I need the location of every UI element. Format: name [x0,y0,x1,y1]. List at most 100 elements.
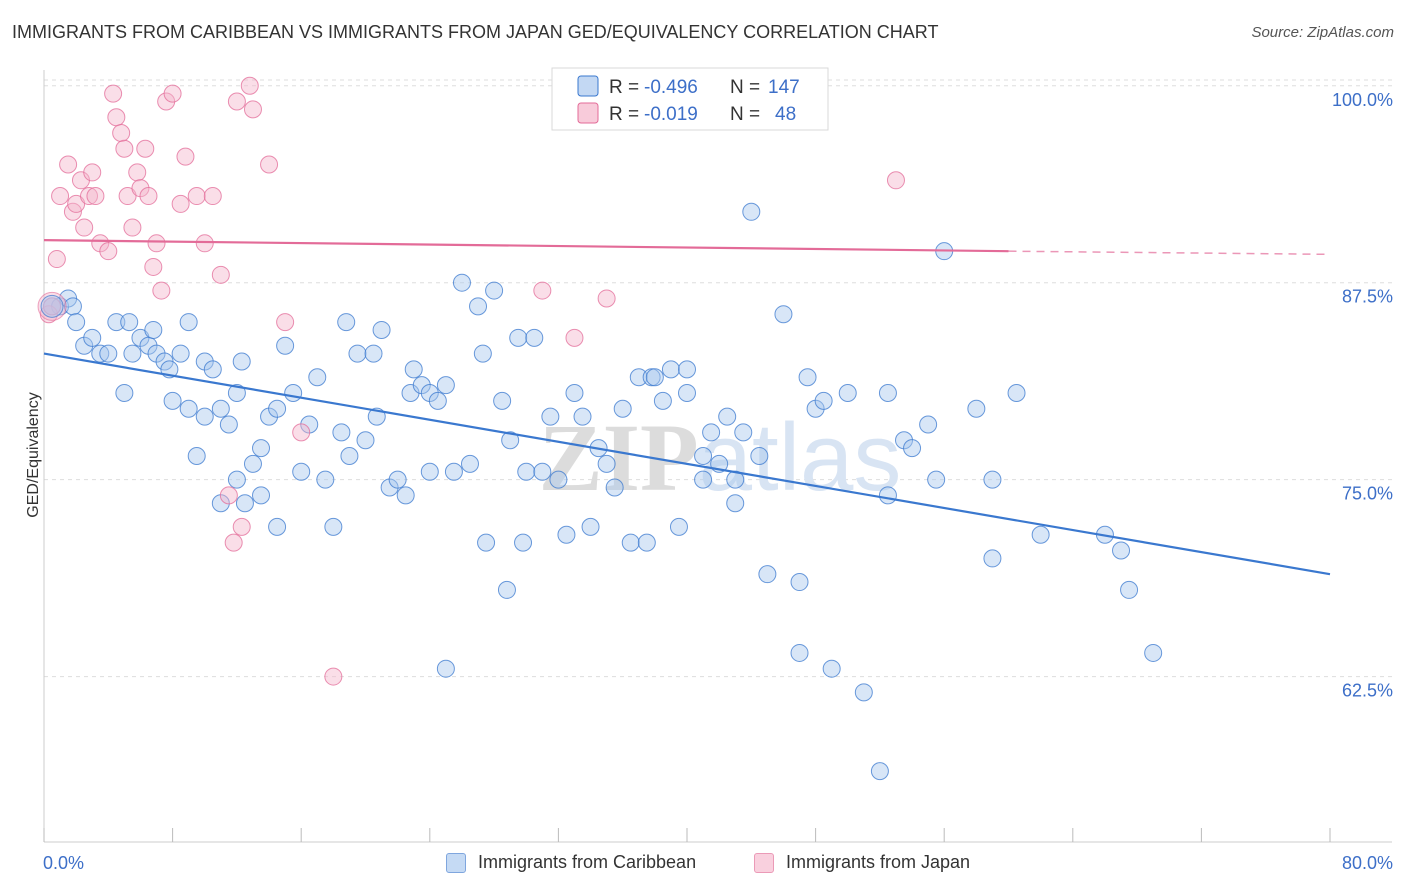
data-point-0-35 [252,486,271,505]
data-point-0-69 [469,297,488,316]
data-point-0-121 [878,486,897,505]
data-point-0-89 [605,478,624,497]
y-tick-label-1: 75.0% [1342,484,1393,504]
data-point-1-16 [112,124,131,143]
y-tick-labels: 62.5% 75.0% 87.5% 100.0% [1332,90,1393,701]
data-point-0-107 [726,494,745,513]
data-point-1-13 [99,242,118,261]
data-point-0-105 [718,407,737,426]
data-point-0-98 [669,517,688,536]
data-point-0-47 [332,423,351,442]
stats-r-value-caribbean: -0.496 [644,77,698,98]
trend-line-1 [43,239,1009,253]
data-point-0-79 [525,328,544,347]
stats-n-label-caribbean: N = [730,77,760,98]
data-point-0-50 [348,344,367,363]
data-point-0-74 [497,580,516,599]
data-point-0-9 [107,313,126,332]
data-point-1-24 [144,257,163,276]
data-point-0-71 [477,533,496,552]
data-point-0-102 [694,470,713,489]
data-point-0-97 [661,360,680,379]
data-point-0-21 [179,313,198,332]
data-point-0-41 [284,383,303,402]
data-point-0-86 [581,517,600,536]
data-point-1-6 [67,194,86,213]
data-point-0-119 [854,683,873,702]
legend-item-japan[interactable]: Immigrants from Japan [754,852,970,873]
data-point-0-33 [235,494,254,513]
data-point-1-34 [211,265,230,284]
data-point-1-43 [292,423,311,442]
data-point-0-80 [533,462,552,481]
data-point-0-128 [983,549,1002,568]
data-point-0-52 [364,344,383,363]
data-point-0-103 [702,423,721,442]
data-point-0-59 [404,360,423,379]
stats-r-value-japan: -0.019 [644,104,698,125]
data-point-0-30 [227,470,246,489]
data-point-0-51 [356,431,375,450]
data-point-0-64 [436,376,455,395]
data-point-0-137 [790,643,809,662]
data-point-0-48 [337,313,356,332]
stats-r-label-japan: R = [609,104,639,125]
data-point-0-46 [324,517,343,536]
data-point-1-10 [83,163,102,182]
data-point-0-81 [541,407,560,426]
data-point-1-32 [195,234,214,253]
watermark-atlas: atlas [699,404,902,511]
data-point-1-46 [565,328,584,347]
stats-n-label-japan: N = [730,104,760,125]
data-point-1-9 [80,187,99,206]
data-point-0-125 [927,470,946,489]
source-label: Source: ZipAtlas.com [1251,24,1394,41]
data-point-0-129 [983,470,1002,489]
data-point-0-91 [621,533,640,552]
data-point-1-31 [187,187,206,206]
data-point-0-20 [171,344,190,363]
data-point-0-8 [99,344,118,363]
data-point-0-101 [694,447,713,465]
data-point-0-77 [514,533,533,552]
data-point-0-66 [444,462,463,481]
data-point-0-112 [774,305,793,324]
data-point-1-44 [324,667,343,686]
data-point-1-47 [597,289,616,308]
data-point-0-78 [517,462,536,481]
data-point-0-15 [144,320,163,339]
data-point-0-136 [870,762,889,781]
data-point-0-108 [734,423,753,442]
data-point-0-111 [758,565,777,584]
data-point-0-68 [460,454,479,473]
data-point-0-95 [645,368,664,387]
data-point-0-84 [565,383,584,402]
data-point-0-28 [211,399,230,418]
legend-item-caribbean[interactable]: Immigrants from Caribbean [446,852,696,873]
data-point-0-82 [549,470,568,489]
data-point-1-17 [115,139,134,158]
stats-n-value-caribbean: 147 [768,77,800,98]
y-tick-label-3: 100.0% [1332,90,1393,110]
data-point-0-75 [501,431,520,450]
data-point-1-37 [227,92,246,111]
data-point-0-54 [372,320,391,339]
data-point-0-134 [1120,580,1139,599]
data-point-1-25 [147,234,166,253]
data-point-1-8 [75,218,94,237]
data-point-0-133 [1112,541,1131,560]
y-tick-label-2: 87.5% [1342,287,1393,307]
data-point-0-120 [878,383,897,402]
data-point-1-38 [232,517,251,536]
data-point-0-42 [292,462,311,481]
data-point-0-40 [276,336,295,355]
data-point-0-22 [179,399,198,418]
data-point-0-117 [822,659,841,678]
data-point-0-130 [1007,383,1026,402]
data-point-0-88 [597,454,616,473]
data-point-0-56 [388,470,407,489]
stats-swatch-caribbean [577,75,599,97]
trend-lines [43,239,1331,576]
data-point-0-39 [268,399,287,418]
data-point-0-123 [903,439,922,458]
